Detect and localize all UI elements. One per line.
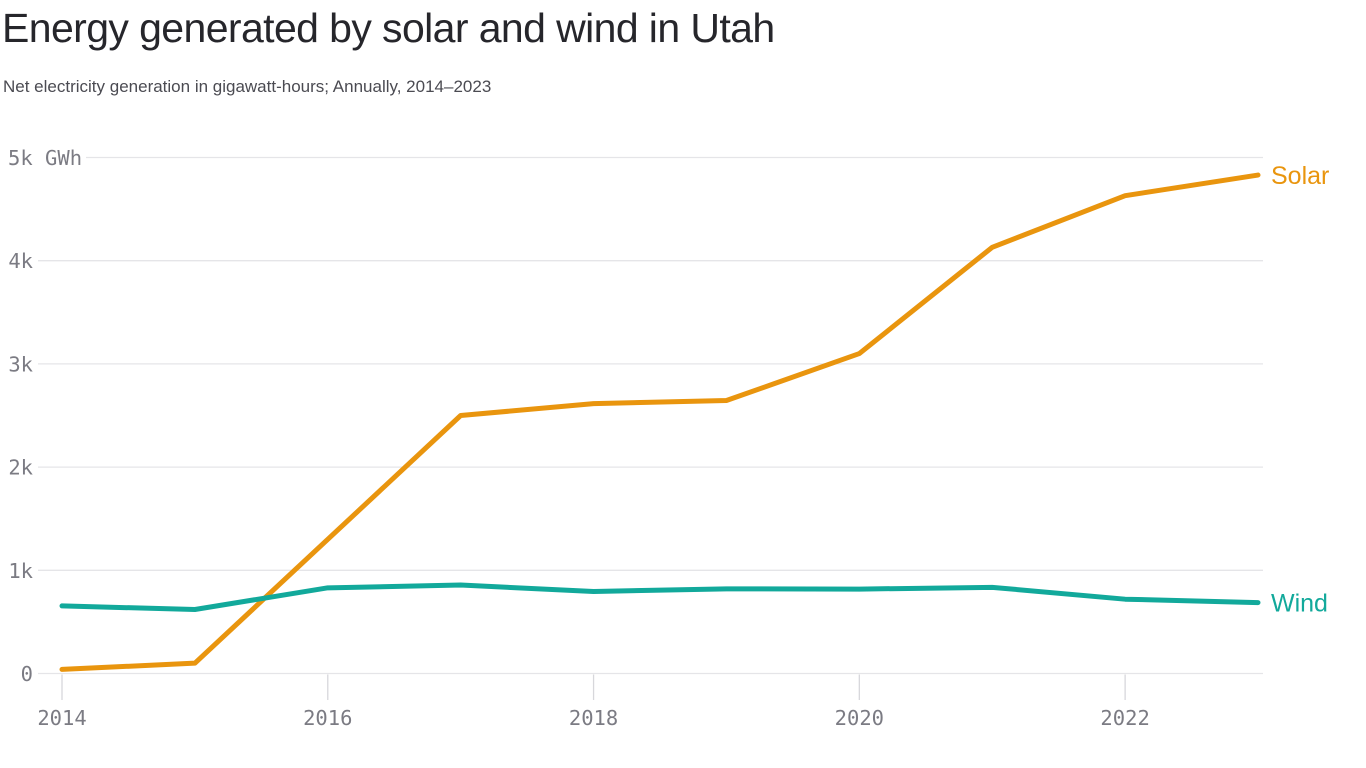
x-axis-label-2018: 2018: [569, 706, 618, 730]
y-axis-label-3k: 3k: [8, 352, 33, 376]
series-line-wind: [59, 582, 1261, 613]
y-axis-label-2k: 2k: [8, 456, 33, 480]
chart-title: Energy generated by solar and wind in Ut…: [2, 5, 775, 51]
series-label-solar: Solar: [1271, 162, 1329, 190]
chart-subtitle: Net electricity generation in gigawatt-h…: [3, 77, 492, 96]
x-axis-label-2016: 2016: [303, 706, 352, 730]
series-line-solar: [59, 172, 1261, 672]
x-axis-label-2014: 2014: [37, 706, 86, 730]
x-axis-label-2022: 2022: [1100, 706, 1149, 730]
series-label-wind: Wind: [1271, 590, 1328, 618]
y-axis-label-5k-gwh: 5k GWh: [8, 146, 82, 170]
x-axis-label-2020: 2020: [835, 706, 884, 730]
y-axis-label-4k: 4k: [8, 249, 33, 273]
y-axis-label-1k: 1k: [8, 559, 33, 583]
y-axis-label-0: 0: [21, 662, 33, 686]
